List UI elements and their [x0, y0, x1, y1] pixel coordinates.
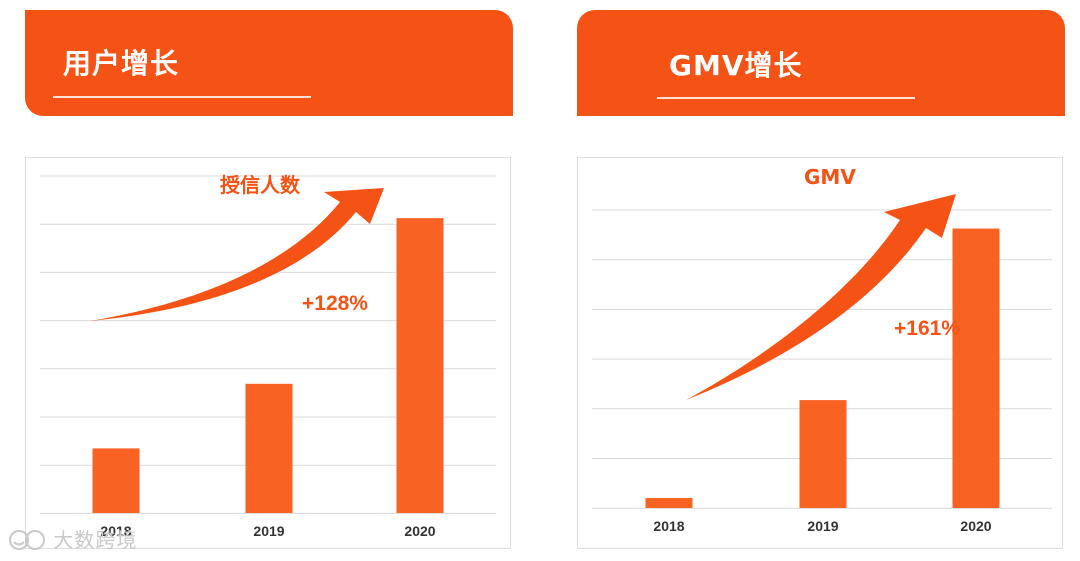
gmv-growth-panel: GMV增长 2018 2019 2020 GMV +161% — [577, 0, 1067, 561]
bar-2019 — [799, 400, 847, 508]
user-growth-chart-svg: 2018 2019 2020 授信人数 +128% — [40, 173, 496, 539]
growth-annotation: +161% — [894, 317, 960, 340]
growth-arrow-icon — [686, 194, 956, 400]
bar-2018 — [645, 498, 693, 508]
panel-title: GMV增长 — [669, 49, 803, 82]
gmv-growth-chart-svg: 2018 2019 2020 GMV +161% — [592, 165, 1052, 534]
watermark-text: 大数跨境 — [53, 528, 138, 552]
panel-header: 用户增长 — [25, 10, 513, 116]
growth-arrow-icon — [90, 188, 384, 321]
user-growth-panel: 用户增长 2018 2019 2020 授信人数 +128% — [25, 0, 515, 561]
gmv-growth-chart: 2018 2019 2020 GMV +161% — [577, 157, 1063, 549]
x-tick-label: 2018 — [100, 523, 131, 539]
panel-header: GMV增长 — [577, 10, 1065, 116]
smile-logo-icon — [9, 530, 45, 550]
x-tick-label: 2019 — [807, 518, 838, 534]
x-tick-label: 2019 — [253, 523, 284, 539]
bar-2019 — [245, 383, 293, 513]
chart-title: GMV — [804, 165, 856, 189]
growth-annotation: +128% — [302, 292, 368, 315]
header-underline — [657, 97, 915, 99]
watermark: 大数跨境 — [8, 524, 137, 553]
user-growth-chart: 2018 2019 2020 授信人数 +128% — [25, 157, 511, 549]
bar-2020 — [396, 218, 444, 513]
panel-title: 用户增长 — [63, 47, 180, 80]
x-tick-label: 2020 — [960, 518, 991, 534]
x-tick-label: 2020 — [404, 523, 435, 539]
x-tick-label: 2018 — [653, 518, 684, 534]
chart-title: 授信人数 — [220, 173, 301, 197]
header-underline — [53, 96, 311, 98]
bar-2020 — [952, 228, 1000, 509]
bar-2018 — [92, 448, 140, 513]
